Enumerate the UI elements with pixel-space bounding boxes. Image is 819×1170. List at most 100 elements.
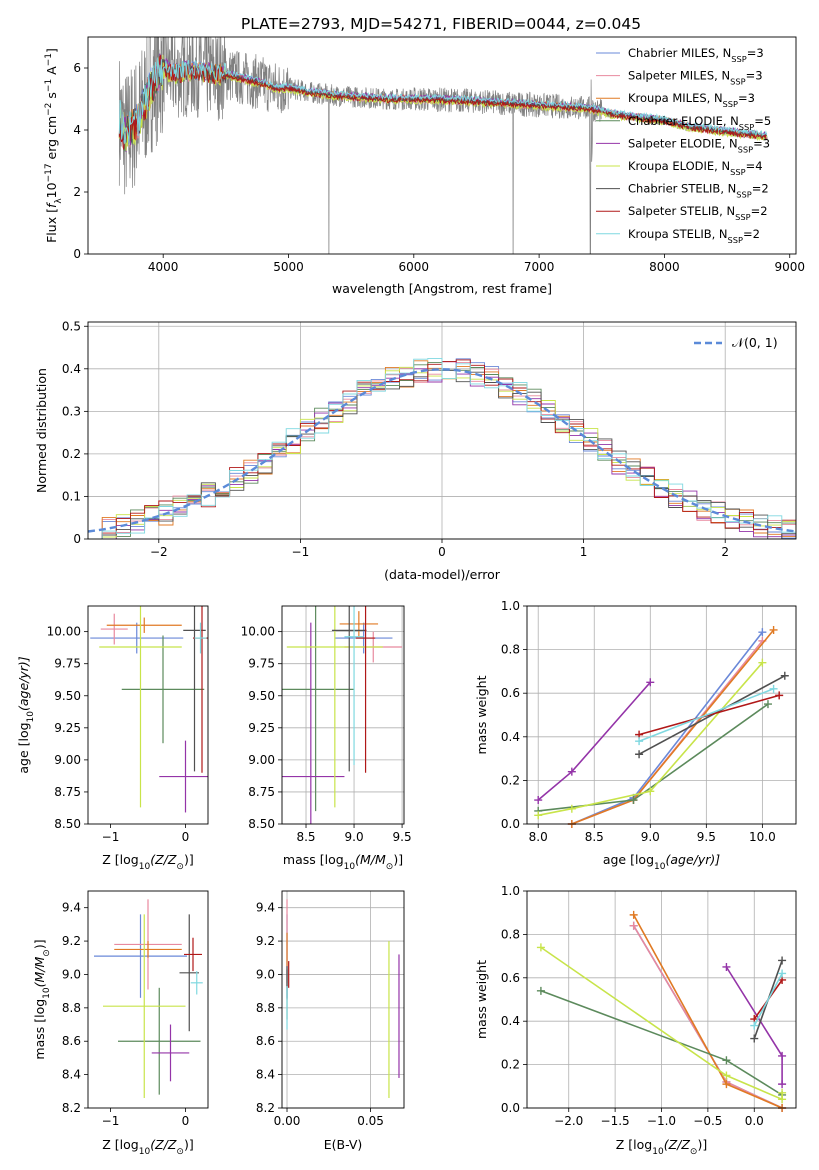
y-tick-label: 9.75: [54, 657, 81, 671]
y-tick-label: 0.8: [501, 927, 520, 941]
legend-entry-label: Kroupa ELODIE, NSSP=4: [628, 159, 763, 177]
mass-weight-marker: [763, 700, 772, 709]
mass-weight-marker: [778, 1080, 787, 1089]
x-tick-label: 1: [580, 545, 588, 559]
y-tick-label: 9.00: [248, 753, 275, 767]
mass-weight-marker: [722, 1056, 731, 1065]
axes-frame: [281, 605, 405, 825]
mass-weight-line: [571, 629, 775, 824]
y-tick-label: 9.25: [248, 721, 275, 735]
mass-weight-line: [753, 973, 783, 1026]
x-tick-label: 9.0: [641, 830, 660, 844]
mass-weight-marker: [722, 962, 731, 971]
mass-weight-marker: [778, 969, 787, 978]
y-axis-label: Normed distribution: [34, 368, 49, 493]
x-tick-label: 7000: [524, 260, 555, 274]
mass-weight-marker: [534, 811, 543, 820]
model-spectrum-line: [118, 57, 768, 145]
axes-frame: [87, 890, 209, 1109]
y-tick-label: 0.6: [501, 686, 520, 700]
grid: [527, 605, 796, 825]
x-tick-label: 9000: [774, 260, 805, 274]
y-tick-label: 0: [73, 247, 81, 261]
x-tick-label: 8.0: [529, 830, 548, 844]
figure-title: PLATE=2793, MJD=54271, FIBERID=0044, z=0…: [241, 15, 641, 33]
y-tick-label: 8.6: [256, 1034, 275, 1048]
y-tick-label: 0.0: [501, 1101, 520, 1115]
x-tick-label: −1.5: [601, 1114, 630, 1128]
x-tick-label: −0.5: [693, 1114, 722, 1128]
y-tick-label: 8.2: [62, 1101, 81, 1115]
y-tick-label: 0.1: [62, 489, 81, 503]
y-axis-label: age [log10(age/yr)]: [16, 656, 36, 773]
mass-weight-vs-age-panel: 8.0 8.5 9.0 9.5 10.0 0.0 0.2 0.4 0.6 0.8 1.0 age [l…: [474, 599, 797, 872]
mass-weight-marker: [750, 1021, 759, 1030]
x-tick-label: 5000: [273, 260, 304, 274]
x-tick-label: −2.0: [554, 1114, 583, 1128]
residual-histogram-step: [88, 357, 796, 539]
y-tick-label: 8.50: [248, 817, 275, 831]
x-tick-label: −1: [292, 545, 310, 559]
x-axis-label: wavelength [Angstrom, rest frame]: [332, 281, 552, 296]
y-tick-label: 9.0: [256, 967, 275, 981]
y-tick-label: 8.4: [62, 1068, 81, 1082]
mass-weight-marker: [778, 1051, 787, 1060]
y-axis-label: Flux [fλ10−17 erg cm−2 s−1 A−1]: [44, 48, 64, 243]
y-tick-label: 0.2: [501, 773, 520, 787]
mass-weight-marker: [635, 737, 644, 746]
mass-weight-marker: [775, 691, 784, 700]
age-vs-mass-panel: 8.5 9.0 9.5 8.50 8.75 9.00 9.25 9.50 9.75 10.00 ma…: [241, 605, 412, 872]
mass-weight-line: [638, 688, 774, 742]
y-tick-label: 8.75: [54, 785, 81, 799]
y-tick-label: 1.0: [501, 884, 520, 898]
x-tick-label: −2: [150, 545, 168, 559]
y-tick-label: 2: [73, 185, 81, 199]
y-tick-label: 8.8: [256, 1001, 275, 1015]
x-tick-label: 9.5: [393, 830, 412, 844]
x-axis-label: Z [log10(Z/Z⊙)]: [102, 852, 193, 872]
mass-weight-marker: [780, 671, 789, 680]
y-tick-label: 0.0: [501, 817, 520, 831]
y-tick-label: 8.75: [248, 785, 275, 799]
y-tick-label: 9.4: [256, 901, 275, 915]
mass-weight-marker: [534, 796, 543, 805]
mass-weight-marker: [646, 787, 655, 796]
x-tick-label: 6000: [399, 260, 430, 274]
x-tick-label: 0: [182, 830, 190, 844]
x-axis-label: mass [log10(M/M⊙)]: [283, 852, 403, 872]
mass-weight-marker: [758, 628, 767, 637]
x-tick-label: 0: [182, 1114, 190, 1128]
y-tick-label: 0.2: [501, 1058, 520, 1072]
mass-weight-marker: [769, 625, 778, 634]
model-spectrum-line: [118, 54, 767, 151]
legend-entry-label: Salpeter STELIB, NSSP=2: [628, 204, 768, 222]
mass-weight-line: [638, 694, 780, 736]
grid: [282, 606, 404, 825]
x-tick-label: 4000: [148, 260, 179, 274]
y-tick-label: 9.2: [256, 934, 275, 948]
mass-weight-marker: [769, 684, 778, 693]
y-tick-label: 9.4: [62, 901, 81, 915]
y-tick-label: 0.6: [501, 971, 520, 985]
y-tick-label: 10.00: [241, 625, 275, 639]
mass-weight-marker: [567, 767, 576, 776]
x-tick-label: 9.5: [697, 830, 716, 844]
axes-frame: [281, 890, 405, 1109]
mass-vs-metallicity-panel: −1 0 8.2 8.4 8.6 8.8 9.0 9.2 9.4 Z [log10(Z/Z⊙)] m…: [32, 890, 209, 1157]
y-tick-label: 0.5: [62, 319, 81, 333]
axes-frame: [87, 36, 797, 255]
axes-frame: [87, 321, 797, 540]
y-tick-label: 1.0: [501, 599, 520, 613]
mass-vs-extinction-panel: 0.00 0.05 8.2 8.4 8.6 8.8 9.0 9.2 9.4 E(B-V): [256, 890, 405, 1152]
x-tick-label: 9.0: [345, 830, 364, 844]
mass-weight-marker: [722, 1071, 731, 1080]
y-axis-label: mass weight: [474, 675, 489, 754]
normal-curve-line: [88, 368, 796, 533]
y-tick-label: 6: [73, 61, 81, 75]
y-tick-label: 0.4: [501, 1014, 520, 1028]
spectrum-legend: Chabrier MILES, NSSP=3 Salpeter MILES, NS…: [596, 46, 771, 245]
x-tick-label: 8.5: [585, 830, 604, 844]
x-tick-label: 0.00: [274, 1114, 301, 1128]
x-axis-label: Z [log10(Z/Z⊙)]: [616, 1137, 707, 1157]
